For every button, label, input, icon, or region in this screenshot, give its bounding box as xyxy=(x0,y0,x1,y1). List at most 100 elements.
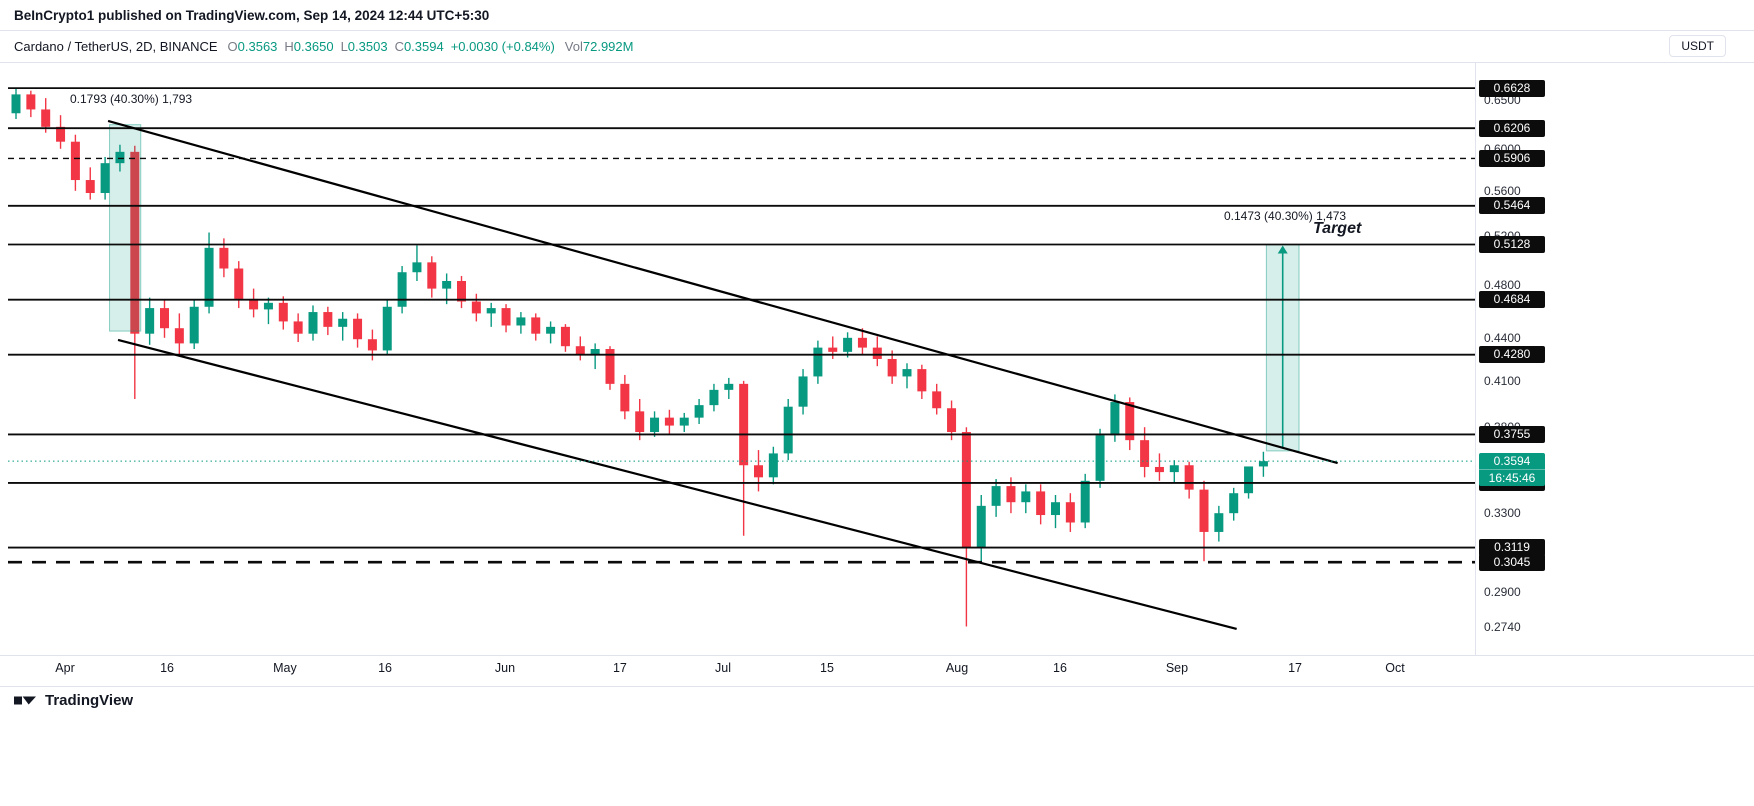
candle-down xyxy=(471,301,481,314)
time-axis-label: 17 xyxy=(612,661,627,675)
candle-down xyxy=(160,308,169,329)
candle-up xyxy=(991,486,1001,506)
candle-up xyxy=(412,262,422,273)
candle-up xyxy=(783,406,793,454)
candle-down xyxy=(457,280,466,302)
chart-legend: Cardano / TetherUS, 2D, BINANCE O0.3563 … xyxy=(14,39,640,54)
bar-countdown: 16:45:46 xyxy=(1479,469,1545,486)
candle-down xyxy=(174,328,184,344)
time-axis-label: Sep xyxy=(1165,661,1189,675)
time-axis-label: 16 xyxy=(160,661,174,675)
divider-top xyxy=(0,30,1754,31)
price-axis-border xyxy=(1475,62,1476,655)
candle-up xyxy=(486,308,496,314)
candle-down xyxy=(828,347,838,352)
candle-down xyxy=(947,408,957,433)
price-change: +0.0030 (+0.84%) xyxy=(450,39,555,54)
symbol-title: Cardano / TetherUS, 2D, BINANCE xyxy=(14,39,218,54)
measure-box-april-drop-range xyxy=(109,124,142,332)
ohlc-open: O0.3563 xyxy=(227,39,278,54)
candle-up xyxy=(546,326,556,334)
time-axis-label: 16 xyxy=(378,661,392,675)
time-axis-label: Jul xyxy=(715,661,731,675)
candle-down xyxy=(620,383,630,412)
trendline-upper-channel xyxy=(107,119,1338,465)
candle-up xyxy=(768,453,778,478)
candle-up xyxy=(1110,402,1120,436)
candle-up xyxy=(204,247,214,307)
time-axis[interactable]: Apr 16 May 16 Jun 17 Jul 15 Aug 16 Sep 17 Oct xyxy=(0,656,1754,686)
candle-down xyxy=(739,383,749,466)
candle-down xyxy=(917,369,927,392)
candle-down xyxy=(754,465,763,478)
candle-down xyxy=(857,337,867,348)
candle-up xyxy=(1214,513,1224,532)
candle-down xyxy=(605,349,615,384)
candle-down xyxy=(872,347,882,359)
time-axis-label: Aug xyxy=(945,661,969,675)
candle-down xyxy=(531,317,541,334)
time-axis-label: Apr xyxy=(55,661,75,675)
candle-down xyxy=(427,262,437,289)
tradingview-attribution[interactable]: TradingView xyxy=(14,692,133,709)
candle-up xyxy=(976,505,986,548)
candle-down xyxy=(887,358,897,377)
candle-down xyxy=(26,94,36,110)
tradingview-logo-text: TradingView xyxy=(45,692,134,709)
candle-up xyxy=(100,163,110,194)
ohlc-low: L0.3503 xyxy=(340,39,388,54)
candle-down xyxy=(1065,502,1075,523)
candle-up xyxy=(694,405,704,418)
candle-up xyxy=(1258,461,1268,467)
candle-up xyxy=(382,306,392,351)
measure-arrow-head xyxy=(1277,245,1288,254)
candle-up xyxy=(1229,493,1239,514)
candle-down xyxy=(249,298,259,310)
candle-down xyxy=(41,109,51,127)
candle-up xyxy=(1244,466,1254,494)
candle-down xyxy=(1036,491,1046,516)
candle-up xyxy=(1021,491,1031,503)
target-label: Target xyxy=(1313,220,1362,237)
time-axis-label: Jun xyxy=(494,661,516,675)
tradingview-logo-icon xyxy=(14,696,36,705)
candle-down xyxy=(323,312,333,327)
volume: Vol72.992M xyxy=(564,39,634,54)
time-axis-label: 17 xyxy=(1288,661,1302,675)
time-axis-label: 15 xyxy=(820,661,834,675)
candle-down xyxy=(367,339,377,351)
candle-up xyxy=(1080,480,1090,523)
candle-up xyxy=(813,347,823,377)
candle-up xyxy=(442,280,452,289)
candle-down xyxy=(575,346,585,355)
candle-up xyxy=(709,389,719,406)
candle-down xyxy=(1184,465,1194,490)
pane-bottom-border xyxy=(0,655,1754,656)
currency-toggle-usdt[interactable]: USDT xyxy=(1669,35,1726,57)
candle-down xyxy=(234,268,244,299)
current-price-value: 0.3594 xyxy=(1479,453,1545,469)
ohlc-high: H0.3650 xyxy=(284,39,334,54)
widget-header: Cardano / TetherUS, 2D, BINANCE O0.3563 … xyxy=(0,31,1754,62)
candle-down xyxy=(278,302,288,322)
candle-up xyxy=(308,312,318,334)
candle-down xyxy=(635,411,645,433)
publisher-link[interactable]: BeInCrypto1 published on TradingView.com… xyxy=(14,8,490,23)
candle-down xyxy=(293,321,303,334)
current-price-badge: 0.3594 16:45:46 xyxy=(1479,453,1545,486)
candle-down xyxy=(501,308,511,326)
candle-down xyxy=(353,318,363,340)
candle-up xyxy=(263,302,273,310)
candle-up xyxy=(679,417,689,426)
candle-down xyxy=(1199,489,1209,532)
candle-down xyxy=(932,391,942,409)
candle-up xyxy=(516,317,526,326)
time-axis-label: May xyxy=(273,661,297,675)
time-axis-bottom-border xyxy=(0,686,1754,687)
candle-up xyxy=(11,94,21,114)
time-axis-label: 16 xyxy=(1053,661,1067,675)
candle-down xyxy=(560,326,570,347)
range-measure-label-right: 0.1473 (40.30%) 1,473 xyxy=(1224,209,1347,223)
